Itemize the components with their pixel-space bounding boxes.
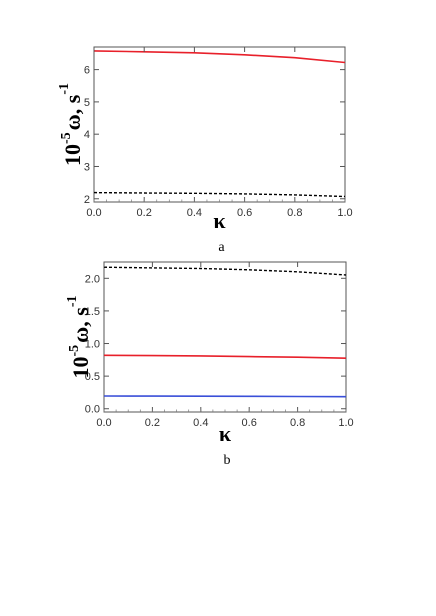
panel-label-a: a (218, 240, 225, 255)
series-line-b-1 (103, 354, 347, 359)
x-tick-label-a-1: 0.2 (137, 207, 152, 219)
x-axis-label-b: κ (219, 421, 232, 446)
x-tick-label-b-0: 0.0 (96, 417, 111, 429)
panel-label-b: b (224, 453, 231, 468)
x-tick-label-a-5: 1.0 (337, 207, 352, 219)
y-tick-label-b-0: 0.0 (85, 404, 100, 416)
y-tick-label-a-4: 6 (84, 65, 90, 77)
x-axis-label-a: κ (213, 208, 226, 233)
plot-frame-a (93, 46, 346, 203)
y-tick-label-b-4: 2.0 (85, 273, 100, 285)
x-tick-label-b-3: 0.6 (242, 417, 257, 429)
panel-b: 0.0 0.2 0.4 0.6 0.8 1.0 0.0 0.5 1.0 1.5 2.0 κ 10-… (65, 261, 354, 468)
series-line-a-1 (93, 191, 346, 198)
y-axis-label-b: 10-5ω, s-1 (65, 296, 93, 379)
y-tick-label-a-2: 4 (84, 129, 90, 141)
y-axis-label-text-b: 10-5ω, s-1 (65, 296, 93, 379)
series-line-a-0 (93, 50, 346, 64)
x-tick-label-a-3: 0.6 (237, 207, 252, 219)
plot-frame-b (103, 261, 347, 413)
y-axis-label-a: 10-5ω, s-1 (57, 83, 85, 166)
y-tick-label-b-2: 1.0 (85, 339, 100, 351)
x-tick-label-a-0: 0.0 (86, 207, 101, 219)
y-tick-label-a-0: 2 (84, 194, 90, 206)
panel-a: 0.0 0.2 0.4 0.6 0.8 1.0 2 3 4 5 6 κ 10-5ω, s-1 a (57, 46, 353, 255)
series-line-b-2 (103, 395, 347, 398)
x-tick-label-a-2: 0.4 (187, 207, 202, 219)
x-tick-label-b-2: 0.4 (193, 417, 208, 429)
x-tick-label-a-4: 0.8 (287, 207, 302, 219)
x-tick-label-b-1: 0.2 (145, 417, 160, 429)
y-axis-label-text-a: 10-5ω, s-1 (57, 83, 85, 166)
y-tick-label-b-3: 1.5 (85, 306, 100, 318)
series-line-b-0 (103, 266, 347, 276)
x-tick-label-b-4: 0.8 (290, 417, 305, 429)
y-tick-label-a-1: 3 (84, 161, 90, 173)
y-tick-label-b-1: 0.5 (85, 371, 100, 383)
x-tick-label-b-5: 1.0 (338, 417, 353, 429)
y-tick-label-a-3: 5 (84, 97, 90, 109)
